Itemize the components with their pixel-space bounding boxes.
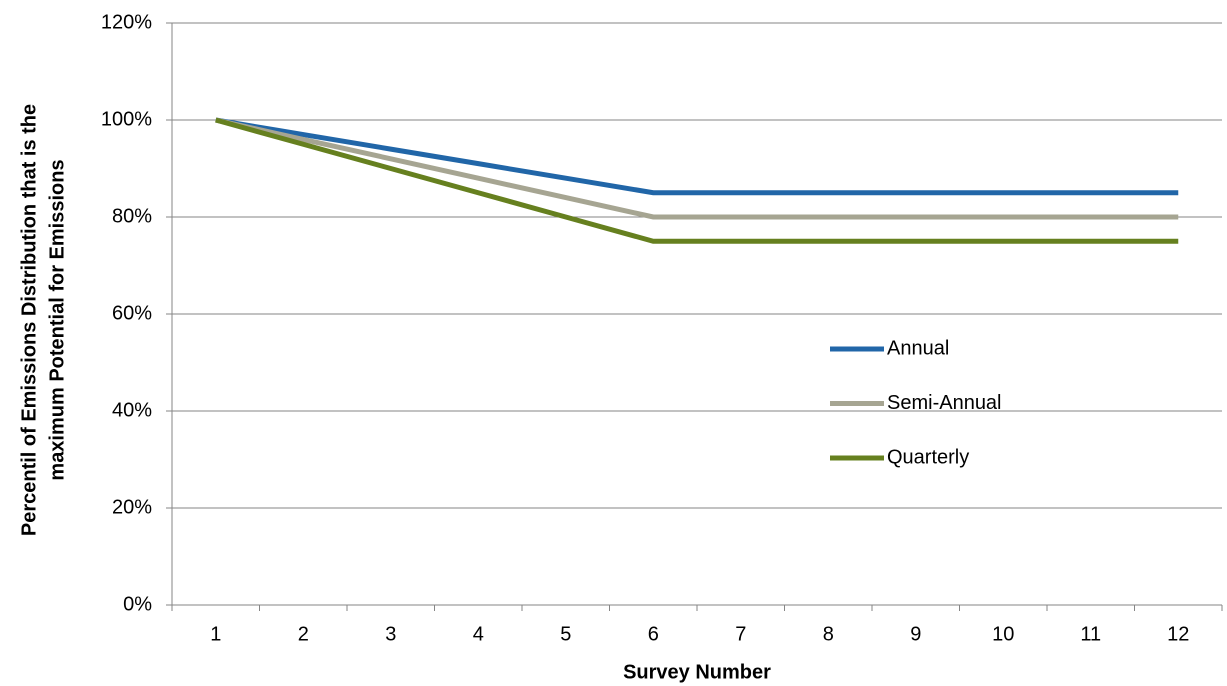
y-tick-label: 60% [112,302,152,324]
y-axis-title: Percentil of Emissions Distribution that… [18,104,40,536]
x-tick-label: 8 [823,623,834,645]
legend-label: Annual [887,337,949,359]
x-tick-label: 11 [1080,623,1101,645]
series-line [215,117,1179,220]
x-tick-label: 4 [473,623,484,645]
legend-label: Semi-Annual [887,392,1002,414]
y-tick-label: 80% [112,205,152,227]
x-tick-label: 12 [1167,623,1189,645]
y-tick-label: 120% [101,11,152,33]
x-tick-label: 1 [210,623,221,645]
x-tick-label: 2 [298,623,309,645]
x-tick-label: 7 [735,623,746,645]
y-tick-label: 40% [112,399,152,421]
series-line [215,117,1179,244]
x-tick-label: 10 [992,623,1014,645]
y-tick-label: 0% [123,593,152,615]
y-tick-label: 20% [112,496,152,518]
x-tick-label: 9 [910,623,921,645]
x-tick-label: 6 [648,623,659,645]
series-line [215,117,1179,196]
x-axis-title: Survey Number [623,661,771,683]
x-tick-label: 5 [560,623,571,645]
y-axis-title: maximum Potential for Emissions [46,159,68,480]
y-tick-label: 100% [101,108,152,130]
legend-label: Quarterly [887,446,969,468]
x-tick-label: 3 [385,623,396,645]
